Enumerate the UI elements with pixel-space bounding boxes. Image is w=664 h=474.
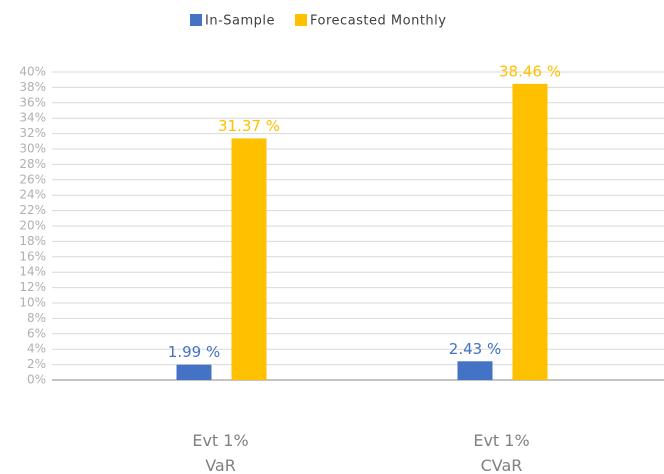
y-tick-label: 30%: [19, 142, 46, 156]
y-tick-label: 38%: [19, 80, 46, 94]
y-tick-label: 32%: [19, 126, 46, 140]
y-tick-label: 10%: [19, 296, 46, 310]
y-tick-label: 4%: [27, 342, 46, 356]
y-tick-label: 24%: [19, 188, 46, 202]
y-tick-label: 36%: [19, 95, 46, 109]
value-label: 38.46 %: [499, 62, 561, 80]
legend-swatch: [295, 14, 308, 26]
value-label: 1.99 %: [168, 343, 220, 361]
y-tick-label: 16%: [19, 249, 46, 263]
y-tick-label: 26%: [19, 172, 46, 186]
bar: [457, 361, 493, 380]
value-label: 2.43 %: [449, 340, 501, 358]
legend-label: Forecasted Monthly: [310, 14, 446, 29]
legend-swatch: [190, 14, 202, 26]
y-tick-label: 28%: [19, 157, 46, 171]
y-tick-label: 40%: [19, 65, 46, 79]
bar: [231, 138, 267, 380]
y-tick-label: 2%: [27, 357, 46, 371]
y-tick-label: 22%: [19, 203, 46, 217]
y-tick-label: 20%: [19, 219, 46, 233]
y-tick-label: 8%: [27, 311, 46, 325]
y-tick-label: 12%: [19, 280, 46, 294]
y-tick-label: 0%: [27, 373, 46, 387]
x-tick-label: Evt 1% VaR: [192, 431, 249, 474]
y-tick-label: 6%: [27, 326, 46, 340]
bar: [512, 83, 548, 380]
x-tick-label: Evt 1% CVaR: [473, 431, 530, 474]
y-tick-label: 18%: [19, 234, 46, 248]
y-tick-label: 14%: [19, 265, 46, 279]
bar: [176, 364, 212, 380]
value-label: 31.37 %: [218, 117, 280, 135]
y-tick-label: 34%: [19, 111, 46, 125]
legend-label: In-Sample: [205, 14, 275, 29]
